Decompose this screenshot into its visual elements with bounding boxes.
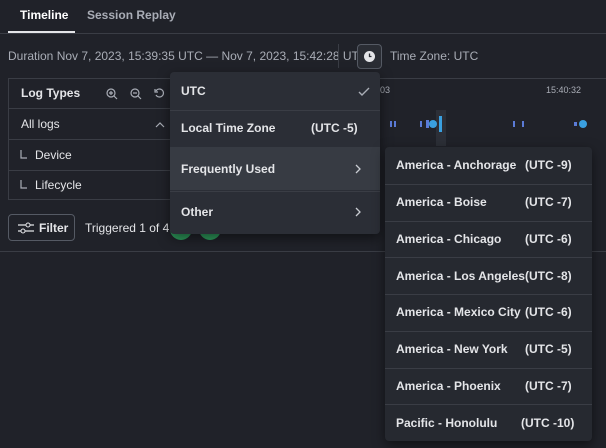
axis-line [380, 78, 606, 79]
timezone-menu: UTC Local Time Zone (UTC -5) Frequently … [170, 72, 380, 234]
zone-offset: (UTC -9) [525, 158, 572, 173]
zone-name[interactable]: America - Los Angeles [396, 268, 525, 283]
tab-divider [0, 33, 606, 34]
zone-divider [385, 257, 592, 259]
filter-icon [18, 222, 34, 234]
panel-title: Log Types [21, 86, 81, 100]
row-divider [8, 108, 170, 109]
zone-offset: (UTC -10) [521, 415, 575, 430]
check-icon [358, 87, 370, 96]
divider [0, 251, 606, 252]
zone-divider [385, 367, 592, 369]
filter-button[interactable]: Filter [8, 214, 75, 241]
tab[interactable]: Timeline [20, 8, 69, 22]
zone-name[interactable]: America - Chicago [396, 231, 502, 246]
tick-label: 15:40:32 [546, 85, 582, 95]
log-row[interactable]: All logs [21, 117, 60, 131]
zone-offset: (UTC -6) [525, 305, 572, 320]
trigger-status: Triggered 1 of 4 [85, 221, 170, 235]
log-row[interactable]: Device [35, 148, 72, 162]
row-divider [8, 170, 170, 171]
zone-offset: (UTC -7) [525, 195, 572, 210]
zone-offset: (UTC -7) [525, 378, 572, 393]
menu-highlight [170, 147, 380, 190]
zone-divider [385, 294, 592, 295]
filter-label: Filter [39, 221, 69, 235]
menu-divider [170, 191, 380, 192]
zone-divider [385, 220, 592, 222]
menu-item[interactable]: Local Time Zone [181, 121, 276, 135]
time-zone: Time Zone: UTC [390, 49, 479, 63]
zone-name[interactable]: Pacific - Honolulu [396, 415, 498, 430]
clock-icon [364, 51, 375, 62]
tab-underline [8, 31, 75, 33]
menu-item[interactable]: Frequently Used [181, 162, 276, 176]
zone-name[interactable]: America - Anchorage [396, 158, 517, 173]
row-divider [8, 139, 170, 140]
zone-submenu: America - Anchorage (UTC -9) America - Boi… [385, 147, 592, 441]
separator [338, 44, 339, 68]
tab[interactable]: Session Replay [87, 8, 176, 22]
zone-offset: (UTC -5) [525, 342, 572, 357]
zone-name[interactable]: America - Mexico City [396, 305, 521, 320]
zone-name[interactable]: America - Boise [396, 195, 487, 210]
log-row[interactable]: Lifecycle [35, 178, 82, 192]
menu-offset: (UTC -5) [311, 121, 358, 135]
clock-button[interactable] [357, 44, 382, 69]
duration: Duration Nov 7, 2023, 15:39:35 UTC — Nov… [8, 49, 368, 63]
zone-divider [385, 404, 592, 406]
menu-divider [170, 110, 380, 111]
zone-name[interactable]: America - Phoenix [396, 378, 501, 393]
zone-offset: (UTC -6) [525, 231, 572, 246]
menu-item[interactable]: Other [181, 205, 214, 219]
chevrons [355, 164, 361, 217]
zone-divider [385, 330, 592, 332]
zone-offset: (UTC -8) [525, 268, 572, 283]
tick-label: 03 [380, 85, 391, 95]
menu-item[interactable]: UTC [181, 84, 206, 98]
zone-divider [385, 183, 592, 185]
zone-name[interactable]: America - New York [396, 342, 508, 357]
